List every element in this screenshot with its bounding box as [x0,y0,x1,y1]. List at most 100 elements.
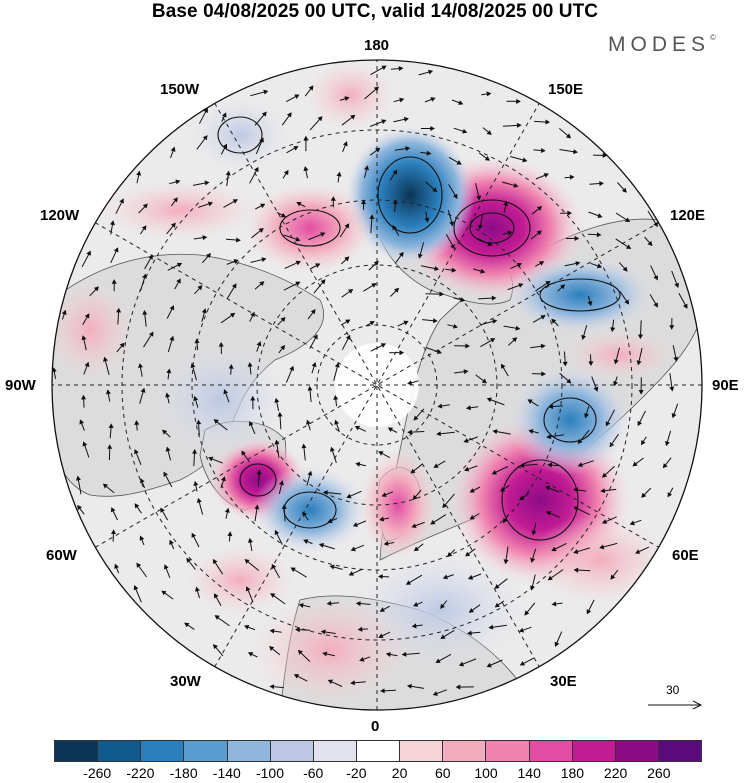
contour-ring [217,116,263,154]
wind-arrow-head [170,146,176,152]
wind-arrow-head [308,85,314,91]
wind-arrow-head [203,107,208,114]
wind-arrow-head [635,549,641,554]
wind-arrow-head [403,116,409,122]
wind-arrow-head [519,661,526,666]
wind-arrow-head [212,558,218,565]
wind-arrow-head [289,365,294,371]
colorbar-swatch [356,741,401,761]
wind-arrow-head [345,319,351,324]
colorbar-tick-label: -220 [126,765,155,781]
colorbar-tick-label: 180 [560,765,585,781]
wind-arrow-head [248,420,254,427]
wind-arrow-head [465,551,471,557]
colorbar-swatch [55,741,99,761]
wind-arrow-head [434,266,440,272]
lon-label-0: 0 [371,718,380,735]
wind-arrow-head [413,415,419,421]
wind-arrow-head [516,98,521,104]
wind-arrow-head [503,559,509,565]
wind-arrow-head [465,405,471,411]
wind-arrow-head [295,260,301,266]
wind-arrow-head [111,279,117,284]
anomaly-low-hudson [150,340,290,460]
wind-arrow-head [596,232,602,238]
wind-arrow-head [662,463,668,469]
wind-arrow-head [624,299,630,305]
wind-arrow-head [184,622,190,628]
wind-arrow-head [573,567,579,573]
wind-arrow-head [114,563,119,569]
wind-arrow-head [671,413,677,419]
wind-arrow-head [348,571,354,576]
wind-arrow-head [193,480,199,486]
wind-arrow-head [334,362,340,368]
wind-arrow-head [110,529,117,535]
lon-label-30w: 30W [170,673,201,690]
wind-arrow-head [492,319,498,324]
wind-arrow-head [462,128,468,134]
wind-arrow-head [222,143,227,149]
wind-arrow-head [190,362,196,369]
colorbar-tick-label: -60 [303,765,324,781]
wind-arrow-head [245,586,251,592]
wind-arrow-head [567,210,573,216]
wind-arrow-head [541,371,546,377]
wind-arrow-head [458,661,465,667]
lon-label-120w: 120W [40,207,80,224]
wind-arrow-head [301,443,307,449]
wind-arrow-head [142,203,148,209]
wind-arrow-head [518,627,525,633]
wind-arrow-head [410,468,416,474]
wind-arrow-head [469,514,475,520]
wind-arrow-head [193,395,199,402]
wind-arrow-head [119,342,125,348]
wind-arrow-head [134,420,140,425]
wind-arrow-head [253,166,259,173]
wind-arrow-head [519,462,525,468]
polar-map [51,59,703,711]
wind-arrow-head [412,494,418,500]
wind-arrow-head [491,470,497,475]
colorbar-tick-label: 220 [603,765,628,781]
wind-arrow-head [381,119,387,125]
latitude-circle [256,264,498,506]
wind-arrow-head [347,289,354,294]
wind-arrow-head [588,361,594,367]
wind-arrow-head [503,200,509,207]
wind-arrow-head [162,429,168,435]
wind-arrow-head [214,615,220,620]
wind-arrow-head [486,662,492,668]
wind-arrow-head [169,305,175,311]
wind-arrow-head [52,367,57,373]
wind-arrow-head [478,224,483,230]
wind-arrow-head [460,297,466,303]
wind-arrow-head [451,267,457,273]
wind-arrow-head [487,241,493,247]
anomaly-high-atlantic-south [185,545,295,615]
wind-arrow-head [566,378,572,384]
wind-arrow-head [350,114,356,120]
wind-arrow-head [538,261,545,266]
wind-arrow-head [466,630,472,636]
wind-arrow-head [581,334,587,341]
wind-arrow-head [605,421,611,427]
wind-arrow-head [102,356,108,362]
wind-arrow-head [195,586,200,592]
wind-arrow-head [378,633,384,639]
wind-arrow-head [613,359,619,365]
wind-arrow-head [333,394,339,400]
wind-arrow-head [134,503,140,509]
wind-arrow-head [432,691,438,696]
colorbar-swatch [141,741,185,761]
wind-arrow-head [641,492,647,498]
wind-arrow-head [233,259,239,264]
wind-arrow-head [551,546,557,552]
wind-arrow-head [165,392,171,398]
wind-arrow-head [313,334,318,340]
wind-arrow-head [545,280,551,286]
wind-arrow-head [364,165,369,171]
wind-arrow-head [494,602,500,608]
wind-arrow-head [369,321,375,326]
wind-arrow-head [250,311,255,318]
